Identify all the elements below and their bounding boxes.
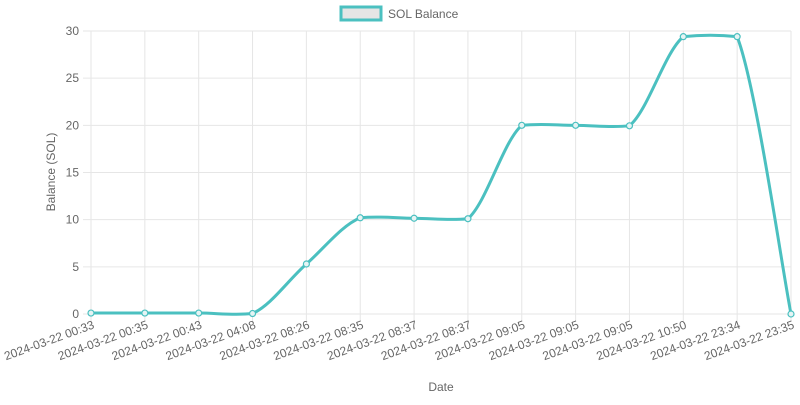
y-tick-label: 5 [72, 260, 79, 274]
x-axis-title: Date [428, 380, 454, 394]
data-point [248, 309, 257, 318]
data-point [464, 215, 472, 223]
data-point [572, 121, 580, 129]
data-point [302, 260, 310, 268]
data-point [141, 309, 149, 317]
legend[interactable]: SOL Balance [339, 5, 459, 22]
grid [83, 30, 792, 321]
data-point [787, 310, 795, 318]
data-point [410, 214, 418, 222]
data-point [195, 309, 203, 317]
y-tick-label: 30 [66, 24, 80, 38]
y-tick-label: 20 [66, 118, 80, 132]
y-axis-title: Balance (SOL) [44, 133, 58, 212]
series-line-sol-balance [89, 33, 793, 316]
data-point [356, 214, 364, 222]
series [87, 33, 795, 318]
y-tick-label: 15 [66, 166, 80, 180]
data-point [87, 309, 95, 317]
data-point [625, 122, 634, 130]
legend-label[interactable]: SOL Balance [388, 7, 459, 21]
data-point [679, 33, 687, 41]
y-tick-label: 0 [72, 307, 79, 321]
data-point [518, 121, 526, 129]
data-point [733, 33, 741, 41]
y-tick-label: 10 [66, 213, 80, 227]
y-tick-label: 25 [66, 71, 80, 85]
legend-swatch[interactable] [339, 5, 383, 22]
